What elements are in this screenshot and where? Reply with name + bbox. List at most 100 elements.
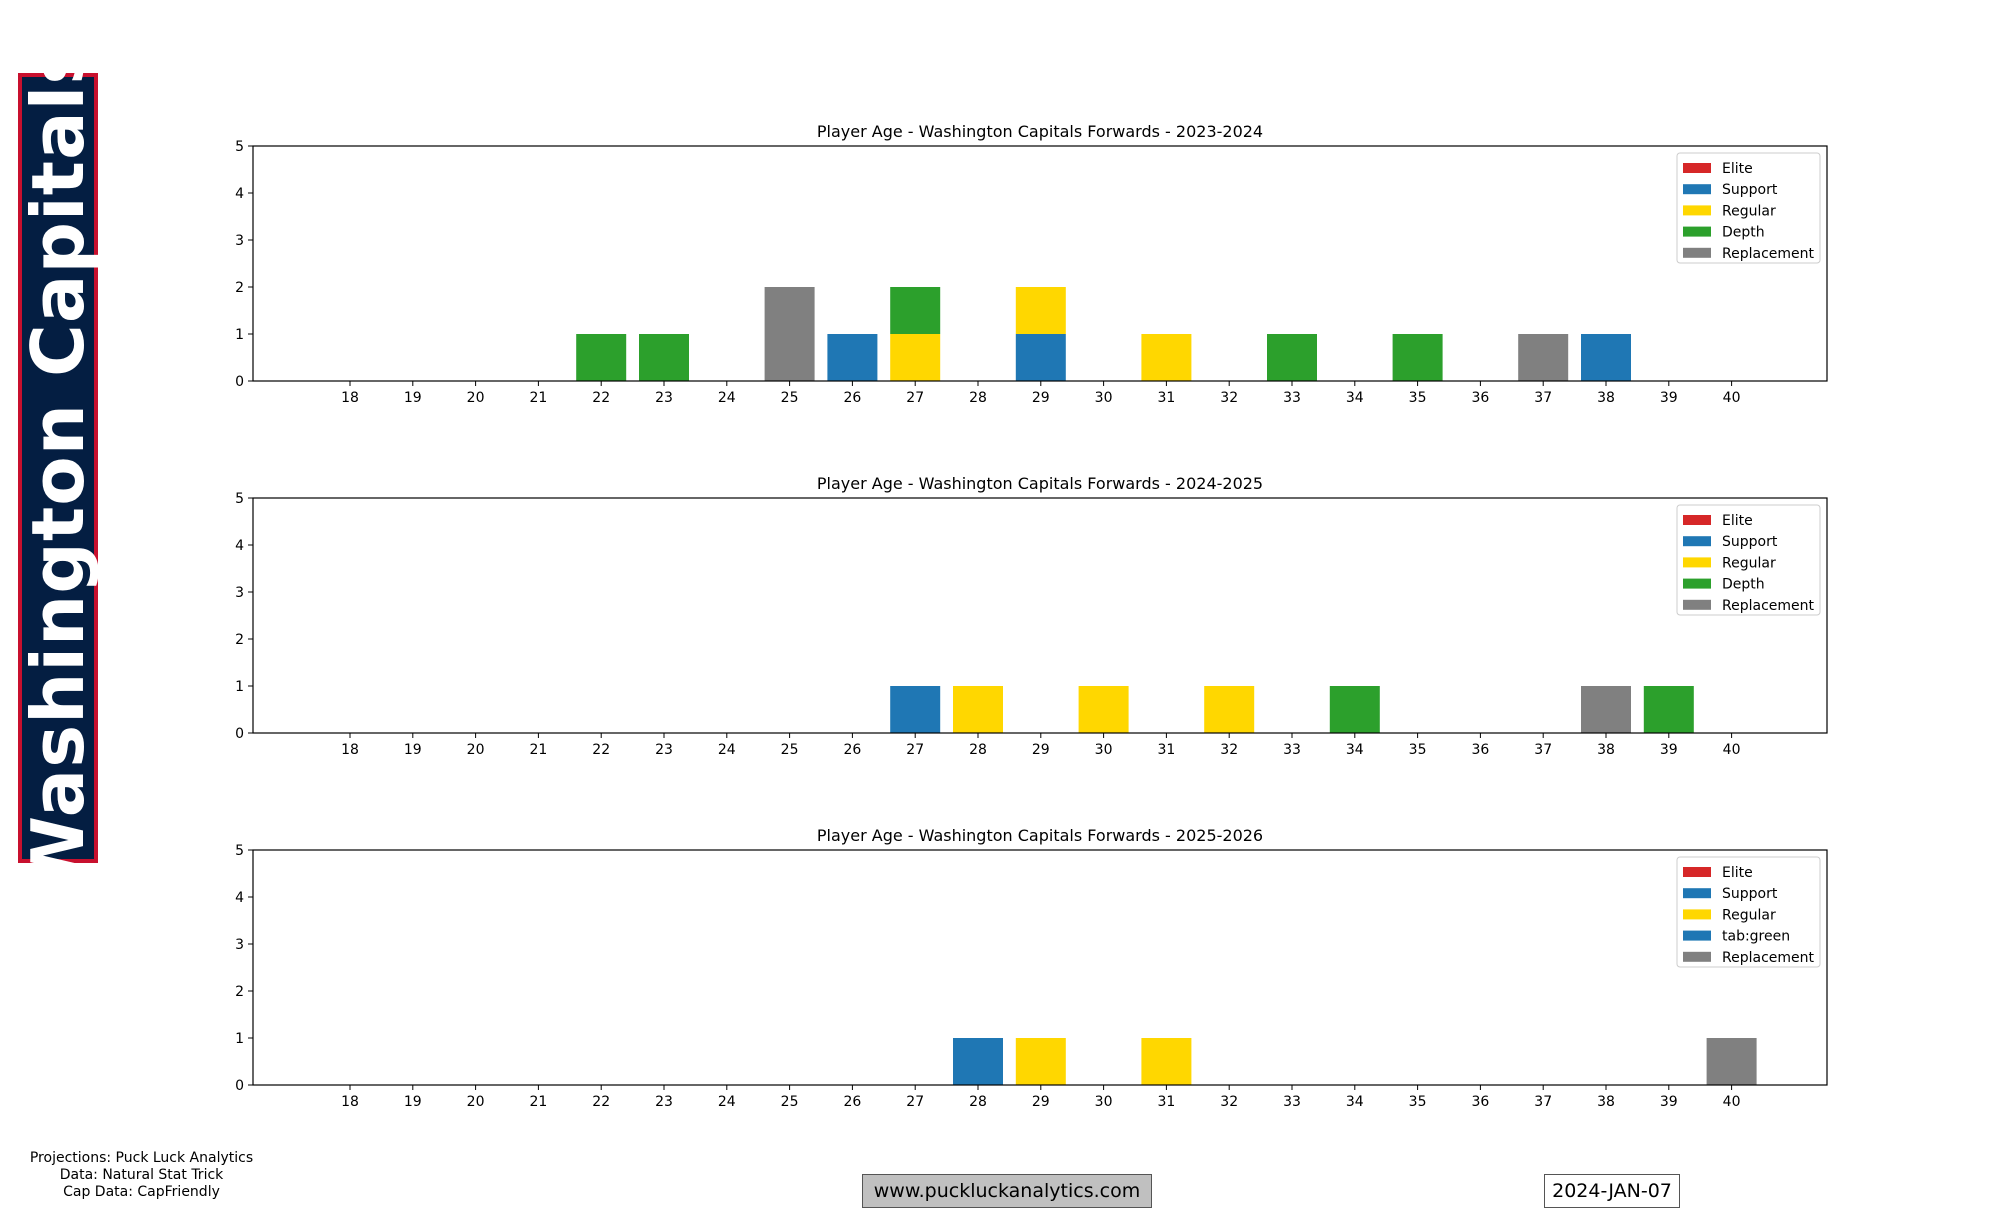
bar-depth-age-27 — [890, 287, 941, 334]
bar-depth-age-33 — [1267, 334, 1317, 381]
bar-support-age-26 — [827, 334, 878, 381]
y-tick-label: 5 — [235, 139, 244, 155]
legend-label: Elite — [1722, 865, 1753, 881]
bar-depth-age-39 — [1643, 686, 1694, 733]
legend-label: Regular — [1722, 907, 1776, 923]
legend — [1676, 504, 1821, 616]
chart-svg: Player Age - Washington Capitals Forward… — [235, 826, 1828, 1110]
x-tick-label: 19 — [404, 742, 422, 758]
x-tick-label: 21 — [529, 1094, 547, 1110]
credit-cap-data: Cap Data: CapFriendly — [63, 1184, 220, 1200]
bar-regular-age-31 — [1141, 1038, 1192, 1085]
x-tick-label: 24 — [718, 742, 736, 758]
legend-label: Support — [1722, 886, 1778, 902]
y-tick-label: 2 — [235, 280, 244, 296]
bar-depth-age-22 — [576, 334, 627, 381]
x-tick-label: 18 — [341, 742, 359, 758]
bar-regular-age-32 — [1204, 686, 1255, 733]
x-tick-label: 26 — [843, 1094, 861, 1110]
legend-label: Replacement — [1722, 246, 1815, 262]
x-tick-label: 32 — [1220, 1094, 1238, 1110]
x-tick-label: 33 — [1283, 1094, 1301, 1110]
chart-svg: Player Age - Washington Capitals Forward… — [235, 122, 1828, 406]
legend-swatch — [1683, 557, 1711, 568]
legend — [1676, 152, 1821, 264]
x-tick-label: 30 — [1095, 390, 1113, 406]
x-tick-label: 33 — [1283, 742, 1301, 758]
y-tick-label: 0 — [235, 374, 244, 390]
bar-support-age-38 — [1581, 334, 1631, 381]
legend-swatch — [1683, 599, 1711, 610]
x-tick-label: 31 — [1157, 742, 1175, 758]
bar-regular-age-28 — [953, 686, 1003, 733]
team-name: Washington Capitals — [16, 40, 100, 896]
legend-swatch — [1683, 951, 1711, 962]
x-tick-label: 35 — [1409, 742, 1427, 758]
axes-frame — [252, 145, 1828, 382]
legend-label: Replacement — [1722, 950, 1815, 966]
chart-title: Player Age - Washington Capitals Forward… — [817, 474, 1263, 493]
y-tick-label: 1 — [235, 679, 244, 695]
x-tick-label: 28 — [969, 742, 987, 758]
x-tick-label: 25 — [781, 742, 799, 758]
x-tick-label: 23 — [655, 742, 673, 758]
legend-swatch — [1683, 536, 1711, 547]
x-tick-label: 27 — [906, 1094, 924, 1110]
legend-label: Elite — [1722, 161, 1753, 177]
bar-replacement-age-37 — [1518, 334, 1569, 381]
x-tick-label: 40 — [1723, 390, 1741, 406]
x-tick-label: 24 — [718, 390, 736, 406]
y-tick-label: 4 — [235, 890, 244, 906]
y-tick-label: 3 — [235, 233, 244, 249]
x-tick-label: 34 — [1346, 390, 1364, 406]
x-tick-label: 39 — [1660, 390, 1678, 406]
team-banner — [18, 73, 98, 863]
x-tick-label: 23 — [655, 390, 673, 406]
x-tick-label: 31 — [1157, 1094, 1175, 1110]
x-tick-label: 26 — [843, 390, 861, 406]
bar-replacement-age-40 — [1706, 1038, 1757, 1085]
y-tick-label: 0 — [235, 1078, 244, 1094]
legend-label: Regular — [1722, 203, 1776, 219]
legend-swatch — [1683, 888, 1711, 899]
legend-label: tab:green — [1722, 929, 1790, 945]
bar-support-age-27 — [890, 686, 941, 733]
legend-label: Depth — [1722, 577, 1765, 593]
bar-depth-age-35 — [1392, 334, 1443, 381]
bar-replacement-age-38 — [1581, 686, 1631, 733]
bar-regular-age-30 — [1078, 686, 1129, 733]
axes-frame — [252, 497, 1828, 734]
legend-label: Depth — [1722, 225, 1765, 241]
legend-swatch — [1683, 247, 1711, 258]
y-tick-label: 2 — [235, 632, 244, 648]
x-tick-label: 38 — [1597, 742, 1615, 758]
y-tick-label: 4 — [235, 186, 244, 202]
x-tick-label: 20 — [467, 742, 485, 758]
x-tick-label: 34 — [1346, 1094, 1364, 1110]
bar-regular-age-27 — [890, 334, 941, 381]
legend-swatch — [1683, 867, 1711, 877]
x-tick-label: 40 — [1723, 742, 1741, 758]
x-tick-label: 20 — [467, 1094, 485, 1110]
x-tick-label: 25 — [781, 390, 799, 406]
x-tick-label: 21 — [529, 390, 547, 406]
x-tick-label: 36 — [1471, 742, 1489, 758]
legend-swatch — [1683, 515, 1711, 525]
x-tick-label: 35 — [1409, 390, 1427, 406]
y-tick-label: 3 — [235, 937, 244, 953]
chart-title: Player Age - Washington Capitals Forward… — [817, 122, 1263, 141]
x-tick-label: 18 — [341, 390, 359, 406]
x-tick-label: 34 — [1346, 742, 1364, 758]
x-tick-label: 36 — [1471, 1094, 1489, 1110]
y-tick-label: 5 — [235, 491, 244, 507]
x-tick-label: 38 — [1597, 390, 1615, 406]
x-tick-label: 37 — [1534, 742, 1552, 758]
bar-depth-age-34 — [1329, 686, 1380, 733]
legend-swatch — [1683, 205, 1711, 216]
x-tick-label: 22 — [592, 742, 610, 758]
x-tick-label: 30 — [1095, 742, 1113, 758]
x-tick-label: 29 — [1032, 1094, 1050, 1110]
x-tick-label: 19 — [404, 1094, 422, 1110]
date-label: 2024-JAN-07 — [1544, 1174, 1680, 1208]
x-tick-label: 20 — [467, 390, 485, 406]
